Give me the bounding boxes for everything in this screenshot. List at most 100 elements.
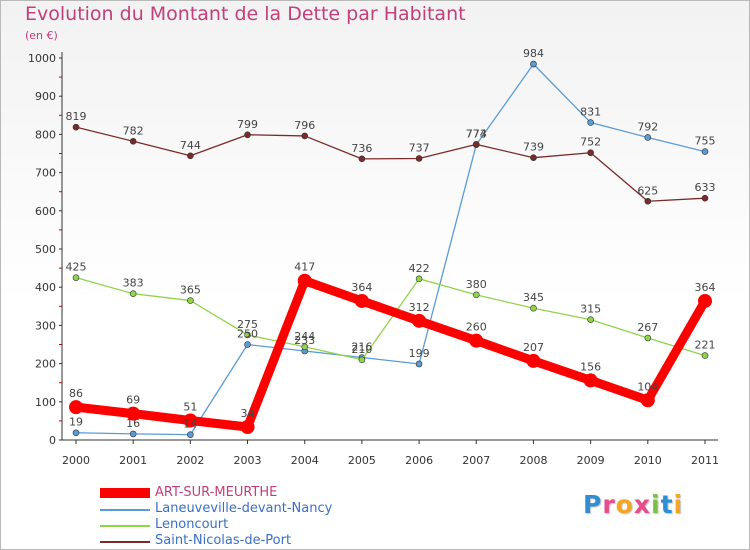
data-point-saint-nicolas-de-port xyxy=(129,137,137,145)
legend-swatch xyxy=(100,488,150,498)
x-tick-label: 2004 xyxy=(291,454,319,467)
data-point-lenoncourt xyxy=(187,297,194,304)
data-label-saint-nicolas-de-port: 744 xyxy=(180,139,201,152)
data-label-laneuveville-devant-nancy: 250 xyxy=(237,328,258,341)
x-tick-label: 2009 xyxy=(577,454,605,467)
data-label-art-sur-meurthe: 417 xyxy=(294,261,315,274)
data-label-art-sur-meurthe: 156 xyxy=(580,360,601,373)
x-tick-label: 2003 xyxy=(234,454,262,467)
data-label-art-sur-meurthe: 207 xyxy=(523,341,544,354)
data-point-lenoncourt xyxy=(472,291,480,299)
data-point-lenoncourt xyxy=(129,290,137,297)
data-point-art-sur-meurthe xyxy=(126,406,141,421)
data-point-laneuveville-devant-nancy xyxy=(129,430,137,438)
data-point-laneuveville-devant-nancy xyxy=(701,148,709,155)
data-label-lenoncourt: 422 xyxy=(409,262,430,275)
data-point-saint-nicolas-de-port xyxy=(472,141,480,148)
data-label-art-sur-meurthe: 364 xyxy=(695,281,716,294)
data-label-saint-nicolas-de-port: 737 xyxy=(409,141,430,154)
data-label-laneuveville-devant-nancy: 792 xyxy=(637,120,658,133)
data-label-art-sur-meurthe: 51 xyxy=(183,401,197,414)
data-point-saint-nicolas-de-port xyxy=(644,197,652,205)
data-label-art-sur-meurthe: 260 xyxy=(466,321,487,334)
data-label-saint-nicolas-de-port: 799 xyxy=(237,118,258,131)
data-point-laneuveville-devant-nancy xyxy=(244,341,251,348)
y-tick-label: 700 xyxy=(35,167,56,180)
y-tick-label: 500 xyxy=(35,243,56,256)
data-label-saint-nicolas-de-port: 782 xyxy=(123,124,144,137)
data-point-art-sur-meurthe xyxy=(412,313,427,328)
data-point-laneuveville-devant-nancy xyxy=(587,119,594,126)
data-point-saint-nicolas-de-port xyxy=(72,123,80,131)
data-label-lenoncourt: 210 xyxy=(351,343,372,356)
data-point-art-sur-meurthe xyxy=(354,293,369,308)
unit-label: (en €) xyxy=(25,29,58,42)
x-tick-label: 2001 xyxy=(119,454,147,467)
data-point-art-sur-meurthe xyxy=(469,333,484,348)
data-point-lenoncourt xyxy=(587,316,594,323)
data-point-laneuveville-devant-nancy xyxy=(187,431,194,438)
data-label-lenoncourt: 345 xyxy=(523,291,544,304)
data-point-saint-nicolas-de-port xyxy=(244,131,251,139)
series-line-saint-nicolas-de-port xyxy=(75,126,706,202)
data-point-lenoncourt xyxy=(530,304,537,312)
data-point-saint-nicolas-de-port xyxy=(415,155,423,162)
data-point-lenoncourt xyxy=(301,343,309,351)
data-label-lenoncourt: 244 xyxy=(294,330,315,343)
data-point-laneuveville-devant-nancy xyxy=(530,60,537,68)
series-line-art-sur-meurthe xyxy=(71,276,710,432)
series-line-lenoncourt xyxy=(75,276,706,361)
data-label-art-sur-meurthe: 86 xyxy=(69,387,83,400)
data-label-art-sur-meurthe: 104 xyxy=(637,380,658,393)
x-tick-label: 2000 xyxy=(62,454,90,467)
data-point-art-sur-meurthe xyxy=(297,273,312,288)
data-point-lenoncourt xyxy=(358,356,366,364)
data-label-lenoncourt: 380 xyxy=(466,278,487,291)
data-point-art-sur-meurthe xyxy=(183,413,198,428)
legend-label: Laneuveville-devant-Nancy xyxy=(155,501,333,516)
legend-label: Saint-Nicolas-de-Port xyxy=(155,533,292,548)
data-point-laneuveville-devant-nancy xyxy=(415,360,423,368)
data-label-saint-nicolas-de-port: 774 xyxy=(466,127,487,140)
chart-title: Evolution du Montant de la Dette par Hab… xyxy=(25,3,466,25)
data-label-saint-nicolas-de-port: 819 xyxy=(66,110,87,123)
data-point-saint-nicolas-de-port xyxy=(701,194,709,202)
data-label-saint-nicolas-de-port: 625 xyxy=(637,184,658,197)
data-label-lenoncourt: 315 xyxy=(580,303,601,316)
x-tick-label: 2002 xyxy=(176,454,204,467)
x-tick-label: 2007 xyxy=(462,454,490,467)
data-label-lenoncourt: 425 xyxy=(66,261,87,274)
data-label-lenoncourt: 267 xyxy=(637,321,658,334)
y-tick-label: 900 xyxy=(35,90,56,103)
logo-letter: P xyxy=(583,490,603,519)
y-tick-label: 0 xyxy=(49,434,56,447)
data-point-lenoncourt xyxy=(701,352,709,359)
data-point-saint-nicolas-de-port xyxy=(187,152,194,160)
y-tick-label: 200 xyxy=(35,358,56,371)
x-tick-label: 2010 xyxy=(634,454,662,467)
data-label-laneuveville-devant-nancy: 216 xyxy=(351,340,372,353)
data-point-lenoncourt xyxy=(415,275,423,283)
series-line-laneuveville-devant-nancy xyxy=(75,63,706,436)
data-label-saint-nicolas-de-port: 739 xyxy=(523,141,544,154)
y-tick-label: 400 xyxy=(35,281,56,294)
data-label-saint-nicolas-de-port: 736 xyxy=(351,142,372,155)
data-labels: 86 69 51 34 417 364 312 260 207 156 104 364 19 16 14 25… xyxy=(66,47,716,431)
x-tick-label: 2008 xyxy=(519,454,547,467)
logo-letter: t xyxy=(660,490,674,519)
data-label-laneuveville-devant-nancy: 773 xyxy=(466,128,487,141)
data-point-lenoncourt xyxy=(72,274,80,281)
data-label-saint-nicolas-de-port: 633 xyxy=(695,181,716,194)
legend-label: Lenoncourt xyxy=(155,517,229,532)
data-label-saint-nicolas-de-port: 752 xyxy=(580,136,601,149)
data-point-art-sur-meurthe xyxy=(69,400,83,415)
y-tick-label: 800 xyxy=(35,128,56,141)
data-point-art-sur-meurthe xyxy=(640,393,655,408)
legend-swatch xyxy=(100,525,150,527)
data-label-art-sur-meurthe: 312 xyxy=(409,301,430,314)
data-label-lenoncourt: 365 xyxy=(180,284,201,297)
data-label-laneuveville-devant-nancy: 233 xyxy=(294,334,315,347)
data-point-saint-nicolas-de-port xyxy=(301,132,309,140)
logo-letter: i xyxy=(673,490,684,519)
data-point-saint-nicolas-de-port xyxy=(587,149,594,157)
